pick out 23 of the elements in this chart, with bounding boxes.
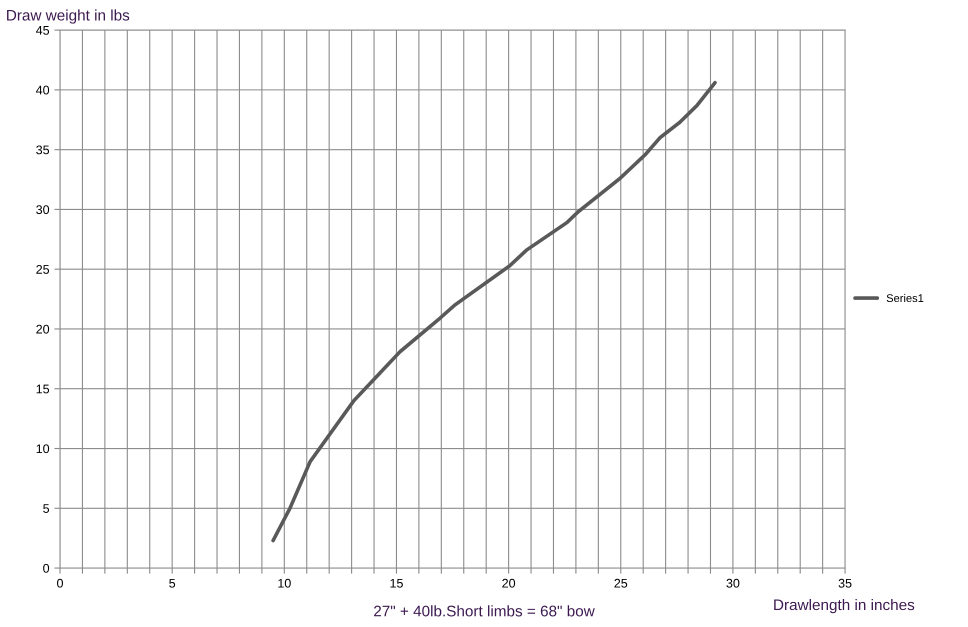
- x-tick-label: 0: [57, 578, 64, 588]
- x-tick-label: 10: [278, 578, 291, 588]
- x-tick-label: 5: [169, 578, 176, 588]
- x-tick-label: 30: [726, 578, 740, 588]
- y-tick-label: 10: [36, 444, 50, 454]
- y-tick-label: 15: [36, 384, 50, 394]
- y-tick-label: 5: [43, 504, 50, 513]
- x-tick-label: 35: [838, 578, 852, 588]
- legend-label: Series1: [886, 294, 924, 302]
- y-tick-label: 20: [36, 324, 50, 334]
- y-tick-label: 45: [36, 26, 50, 35]
- line-series: [271, 80, 717, 542]
- y-tick-label: 35: [36, 145, 50, 154]
- x-tick-label: 20: [502, 578, 516, 588]
- y-axis-title: Draw weight in lbs: [7, 9, 130, 24]
- y-tick-label: 30: [36, 205, 50, 214]
- x-tick-label: 15: [390, 578, 403, 588]
- x-axis-title: Drawlength in inches: [774, 598, 914, 614]
- text: 27" + 40lb.Short limbs = 68" bow: [374, 605, 595, 616]
- y-tick-label: 40: [36, 86, 50, 95]
- y-tick-label: 25: [36, 264, 50, 274]
- x-tick-label: 25: [614, 578, 628, 588]
- y-tick-label: 0: [43, 564, 50, 573]
